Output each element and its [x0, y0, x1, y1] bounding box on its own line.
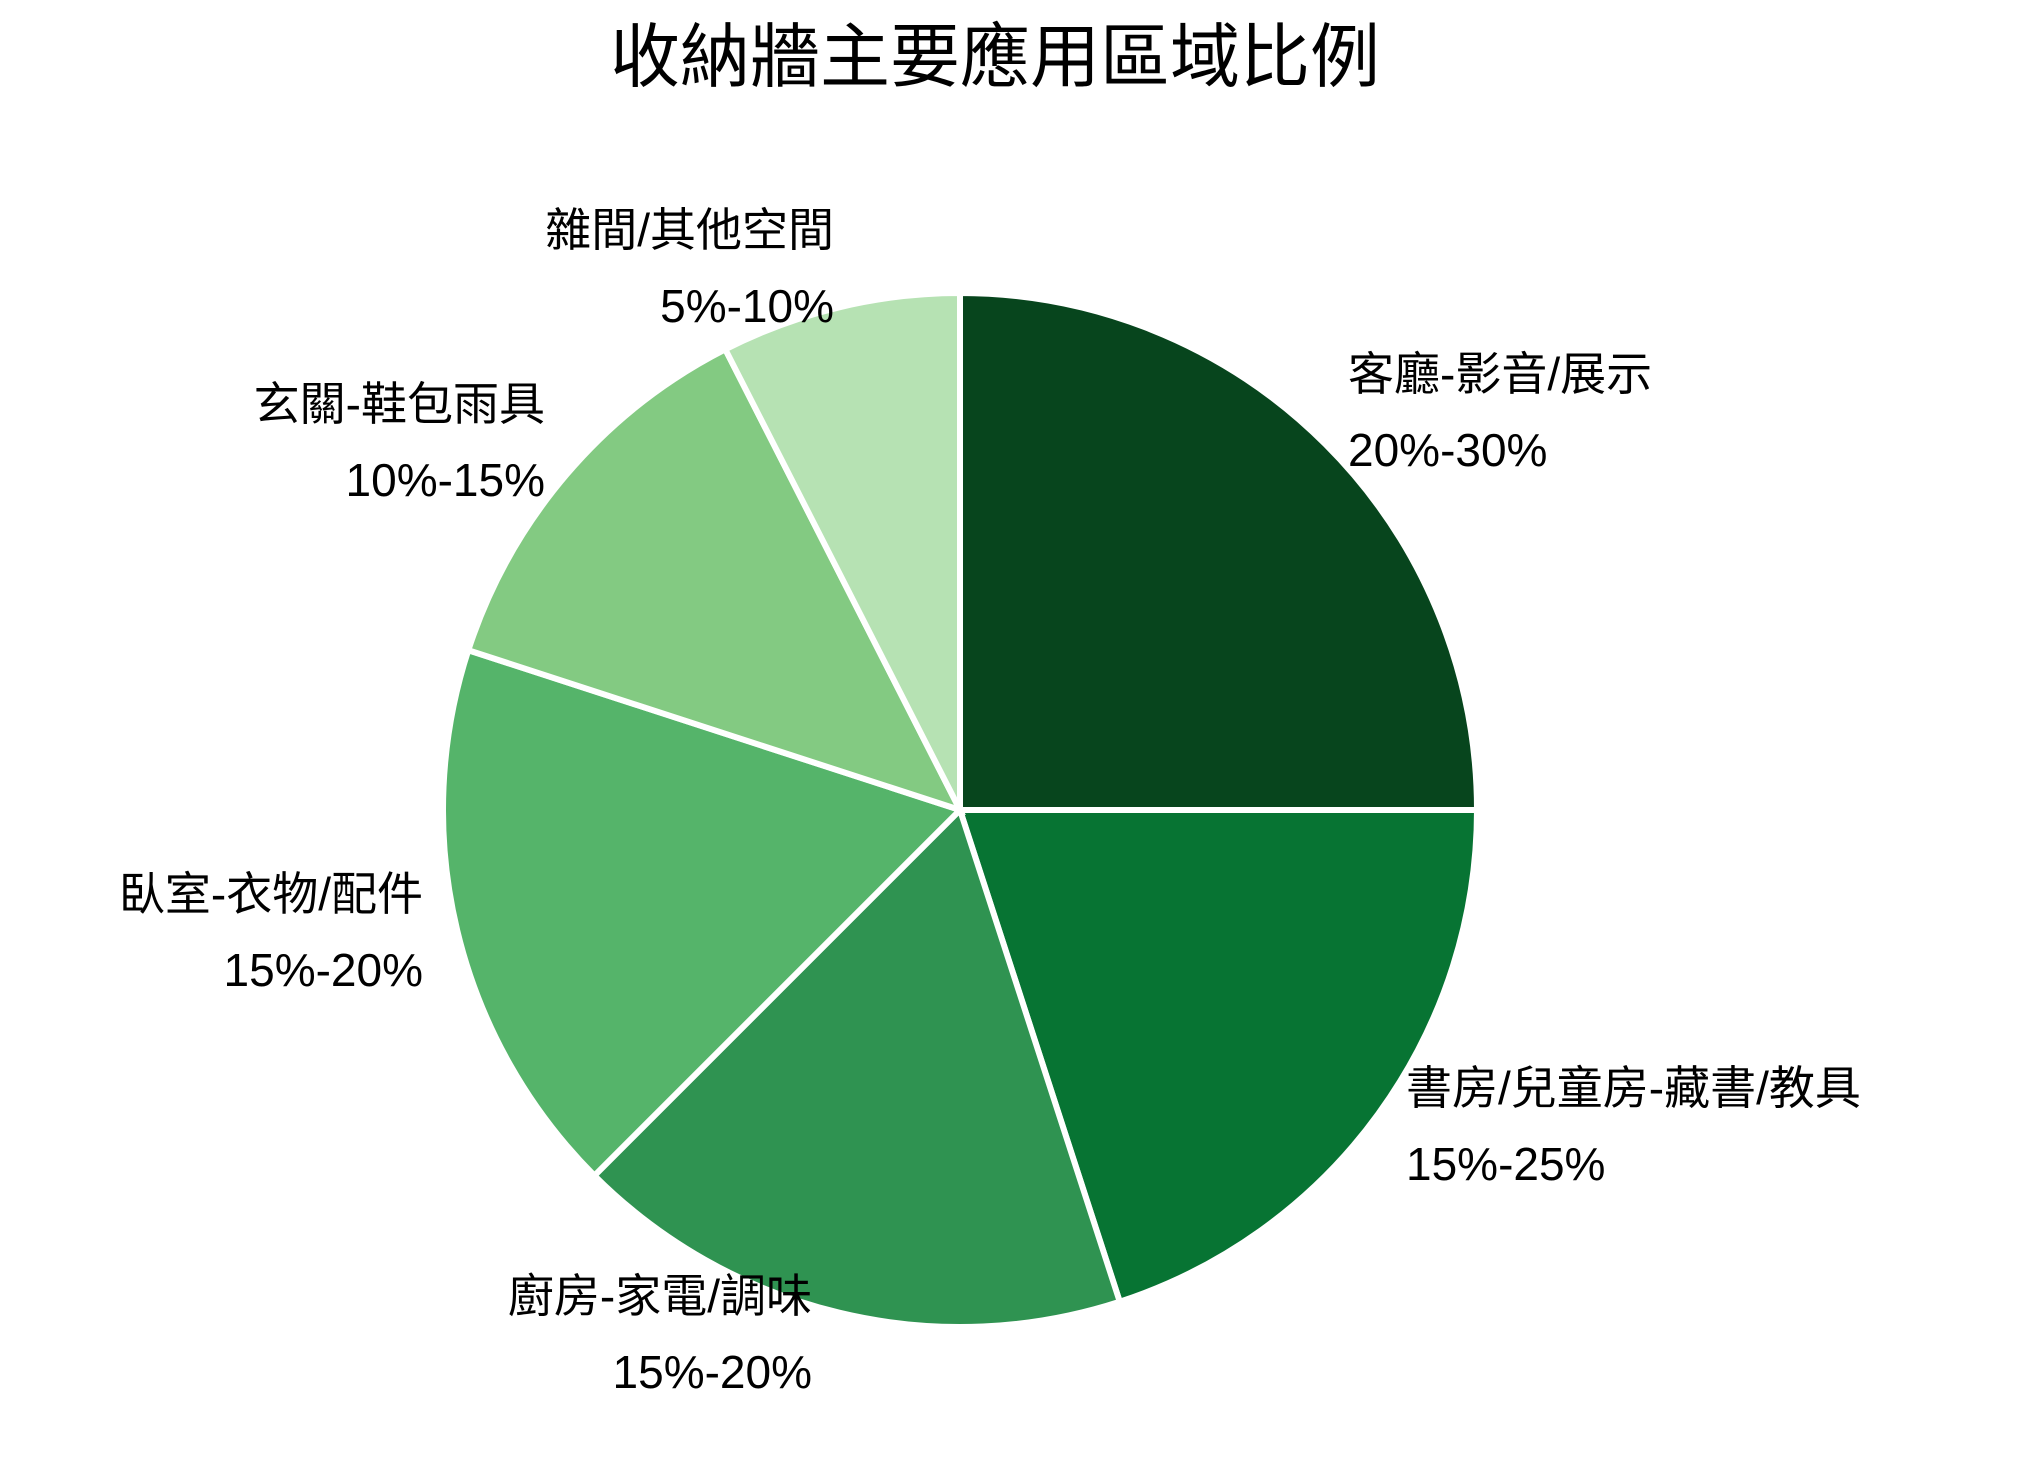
- slice-value-text: 15%-20%: [223, 944, 423, 996]
- pie-slice-living-room: [957, 289, 1481, 813]
- slice-label-text: 玄關-鞋包雨具: [253, 378, 545, 430]
- slice-value-text: 10%-15%: [345, 454, 545, 506]
- slice-label-bedroom: 臥室-衣物/配件 15%-20%: [119, 856, 423, 1008]
- slice-label-kitchen: 廚房-家電/調味 15%-20%: [508, 1258, 812, 1410]
- slice-label-text: 客廳-影音/展示: [1348, 348, 1653, 400]
- slice-label-study-kids-room: 書房/兒童房-藏書/教具 15%-25%: [1406, 1050, 1861, 1202]
- slice-label-text: 書房/兒童房-藏書/教具: [1406, 1062, 1861, 1114]
- slice-label-misc-space: 雜間/其他空間 5%-10%: [545, 192, 834, 344]
- pie-slice-kitchen: [590, 804, 1124, 1330]
- slice-label-text: 臥室-衣物/配件: [118, 868, 423, 920]
- slice-label-living-room: 客廳-影音/展示 20%-30%: [1348, 336, 1652, 488]
- chart-title: 收納牆主要應用區域比例: [610, 18, 1380, 96]
- slice-label-text: 廚房-家電/調味: [507, 1270, 812, 1322]
- slice-value-text: 20%-30%: [1348, 424, 1548, 476]
- slice-label-text: 雜間/其他空間: [545, 204, 834, 256]
- slice-value-text: 15%-25%: [1406, 1138, 1606, 1190]
- pie-slice-misc-space: [721, 289, 963, 812]
- pie-slice-bedroom: [440, 646, 966, 1180]
- slice-value-text: 15%-20%: [612, 1346, 812, 1398]
- slice-label-entryway: 玄關-鞋包雨具 10%-15%: [254, 366, 545, 518]
- pie-slice-entryway: [464, 345, 966, 816]
- slice-value-text: 5%-10%: [660, 280, 834, 332]
- pie-slice-study-kids-room: [955, 807, 1481, 1306]
